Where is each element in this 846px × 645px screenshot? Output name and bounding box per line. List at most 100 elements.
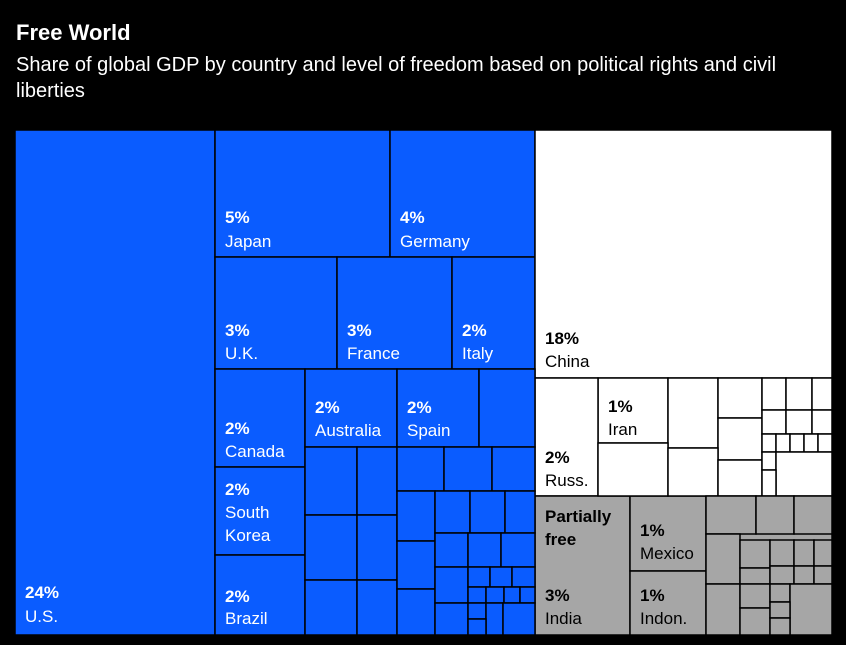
unlabeled-cell-65: [705, 583, 741, 636]
country-label-canada: Canada: [225, 442, 285, 461]
unlabeled-cell-61: [739, 567, 771, 585]
unlabeled-cell-67: [769, 583, 791, 603]
group-label-partially-free-line1: Partially: [545, 507, 612, 526]
value-label-australia: 2%: [315, 398, 340, 417]
cell-china: [534, 129, 833, 379]
unlabeled-cell-33: [667, 377, 719, 449]
unlabeled-cell-38: [717, 417, 763, 461]
unlabeled-cell-55: [793, 495, 833, 535]
cell-canada: [214, 368, 306, 468]
unlabeled-cell-70: [769, 601, 791, 619]
value-label-france: 3%: [347, 321, 372, 340]
unlabeled-cell-35: [761, 377, 787, 411]
country-label-mexico: Mexico: [640, 544, 694, 563]
country-label-u-k: U.K.: [225, 344, 258, 363]
value-label-mexico: 1%: [640, 521, 665, 540]
country-label-china: China: [545, 352, 590, 371]
country-label-south-korea-line2: Korea: [225, 526, 271, 545]
unlabeled-cell-22: [489, 566, 513, 588]
country-label-indon: Indon.: [640, 609, 687, 628]
value-label-china: 18%: [545, 329, 579, 348]
unlabeled-cell-13: [469, 490, 506, 534]
unlabeled-cell-57: [739, 539, 771, 569]
unlabeled-cell-40: [785, 409, 813, 435]
unlabeled-cell-11: [396, 490, 436, 542]
unlabeled-cell-4: [304, 514, 358, 581]
unlabeled-cell-60: [813, 539, 833, 567]
unlabeled-cell-7: [356, 579, 398, 636]
unlabeled-cell-15: [396, 540, 436, 590]
unlabeled-cell-68: [789, 583, 833, 636]
unlabeled-cell-17: [467, 532, 502, 568]
unlabeled-cell-12: [434, 490, 471, 534]
unlabeled-cell-51: [775, 451, 833, 497]
unlabeled-cell-46: [775, 433, 791, 453]
value-label-brazil: 2%: [225, 587, 250, 606]
unlabeled-cell-44: [717, 459, 763, 497]
unlabeled-cell-6: [304, 579, 358, 636]
unlabeled-cell-21: [467, 566, 491, 588]
country-label-iran: Iran: [608, 420, 637, 439]
cell-india: [534, 495, 631, 636]
unlabeled-cell-16: [434, 532, 469, 568]
unlabeled-cell-49: [817, 433, 833, 453]
country-label-south-korea-line1: South: [225, 503, 269, 522]
unlabeled-cell-31: [502, 602, 536, 636]
cell-indon: [629, 570, 707, 636]
unlabeled-cell-42: [597, 442, 669, 497]
cell-u-s: [14, 129, 216, 636]
unlabeled-cell-48: [803, 433, 819, 453]
unlabeled-cell-39: [761, 409, 787, 435]
group-label-partially-free-line2: free: [545, 530, 576, 549]
unlabeled-cell-18: [500, 532, 536, 568]
cell-france: [336, 256, 453, 370]
unlabeled-cell-20: [434, 566, 469, 604]
country-label-germany: Germany: [400, 232, 470, 251]
unlabeled-cell-29: [467, 602, 487, 620]
unlabeled-cell-69: [739, 607, 771, 636]
unlabeled-cell-27: [503, 586, 521, 604]
unlabeled-cell-45: [761, 433, 777, 453]
unlabeled-cell-50: [761, 451, 777, 471]
unlabeled-cell-28: [519, 586, 536, 604]
unlabeled-cell-37: [811, 377, 833, 411]
unlabeled-cell-53: [705, 495, 757, 535]
cell-russ: [534, 377, 599, 497]
value-label-japan: 5%: [225, 208, 250, 227]
country-label-u-s: U.S.: [25, 607, 58, 626]
value-label-india: 3%: [545, 586, 570, 605]
unlabeled-cell-71: [769, 617, 791, 636]
value-label-germany: 4%: [400, 208, 425, 227]
unlabeled-cell-25: [467, 586, 487, 604]
country-label-spain: Spain: [407, 421, 450, 440]
country-label-japan: Japan: [225, 232, 271, 251]
unlabeled-cell-52: [761, 469, 777, 497]
value-label-south-korea: 2%: [225, 480, 250, 499]
unlabeled-cell-56: [705, 533, 741, 585]
unlabeled-cell-54: [755, 495, 795, 535]
value-label-russ: 2%: [545, 448, 570, 467]
value-label-canada: 2%: [225, 419, 250, 438]
unlabeled-cell-47: [789, 433, 805, 453]
cell-australia: [304, 368, 398, 448]
country-label-italy: Italy: [462, 344, 494, 363]
unlabeled-cell-26: [485, 586, 505, 604]
cell-brazil: [214, 554, 306, 636]
unlabeled-cell-9: [443, 446, 493, 492]
unlabeled-cell-59: [793, 539, 815, 567]
value-label-u-k: 3%: [225, 321, 250, 340]
unlabeled-cell-24: [434, 602, 469, 636]
country-label-brazil: Brazil: [225, 609, 268, 628]
country-label-russ: Russ.: [545, 471, 588, 490]
unlabeled-cell-10: [491, 446, 536, 492]
value-label-indon: 1%: [640, 586, 665, 605]
unlabeled-cell-63: [793, 565, 815, 585]
unlabeled-cell-43: [667, 447, 719, 497]
unlabeled-cell-64: [813, 565, 833, 585]
unlabeled-cell-66: [739, 583, 771, 609]
cell-germany: [389, 129, 536, 258]
unlabeled-cell-8: [396, 446, 445, 492]
unlabeled-cell-1: [478, 368, 536, 448]
unlabeled-cell-62: [769, 565, 795, 585]
